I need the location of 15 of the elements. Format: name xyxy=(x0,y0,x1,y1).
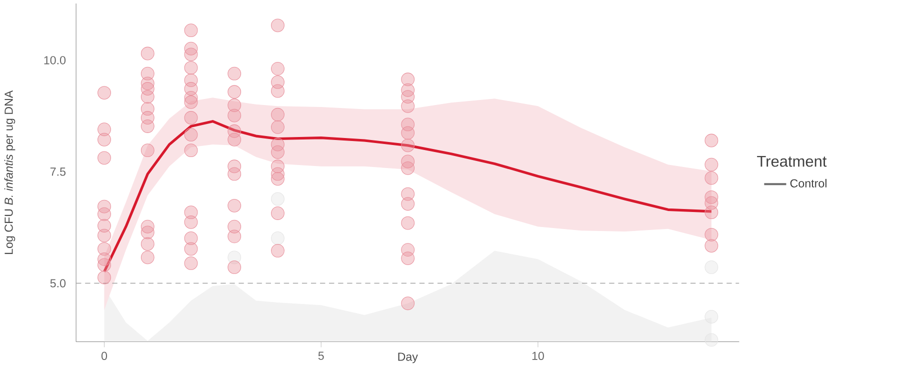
y-tick-label: 10.0 xyxy=(44,56,66,64)
x-tick-label: 10 xyxy=(532,352,544,360)
point xyxy=(271,231,284,245)
y-axis-title: Log CFU B. infantis per ug DNA xyxy=(4,90,16,254)
x-tick-label: 5 xyxy=(318,352,324,360)
point xyxy=(704,333,718,347)
x-tick-label: 0 xyxy=(101,352,108,360)
y-tick-label: 5.0 xyxy=(50,279,66,288)
point xyxy=(704,260,718,274)
y-tick-label: 7.5 xyxy=(50,168,66,176)
text: Control xyxy=(790,178,826,188)
point xyxy=(704,310,718,324)
legend-title: Treatment xyxy=(757,156,827,167)
point xyxy=(271,192,284,206)
x-axis-title: Day xyxy=(398,352,418,364)
